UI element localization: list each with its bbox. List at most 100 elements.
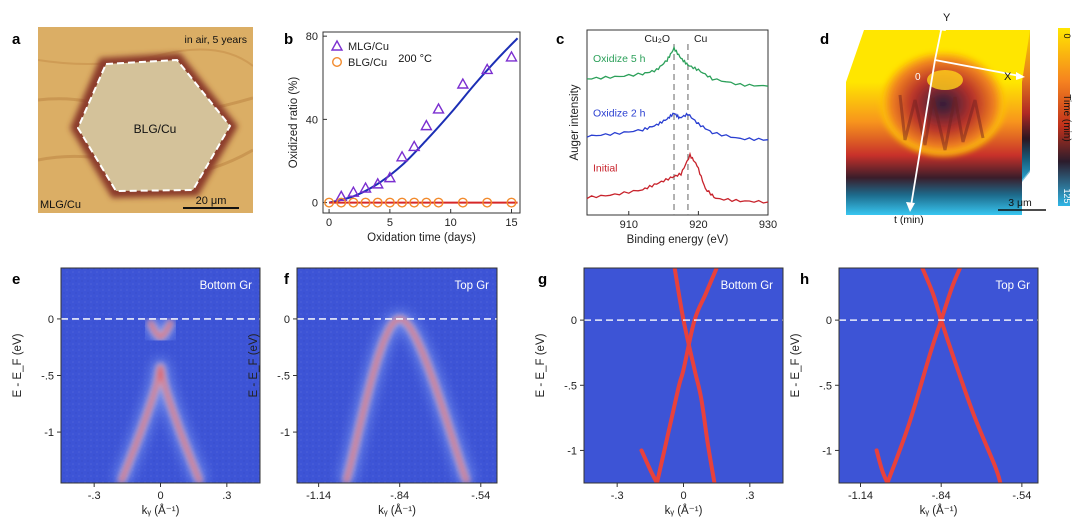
x-axis-label: Oxidation time (days) bbox=[367, 232, 476, 244]
band-line bbox=[920, 268, 1003, 483]
x-tick-label: -.3 bbox=[88, 490, 101, 502]
data-point-mlg bbox=[335, 189, 348, 202]
plot-area bbox=[297, 268, 497, 483]
peak-label: Cu bbox=[694, 33, 708, 45]
curve-label: Oxidize 5 h bbox=[593, 53, 646, 65]
data-point-blg bbox=[372, 197, 383, 208]
panel-letter: e bbox=[12, 271, 20, 288]
x-axis-label: Binding energy (eV) bbox=[627, 234, 729, 246]
data-point-blg bbox=[336, 197, 347, 208]
x-axis-label: kᵧ (Å⁻¹) bbox=[920, 504, 958, 517]
data-point-mlg bbox=[408, 139, 421, 152]
data-point-blg bbox=[506, 197, 517, 208]
y-axis-label: Auger intensity bbox=[569, 84, 581, 160]
data-point-mlg bbox=[420, 119, 433, 131]
colorbar-label: Time (min) bbox=[1061, 94, 1072, 141]
plot-area bbox=[839, 268, 1038, 483]
legend-label: MLG/Cu bbox=[348, 41, 389, 53]
y-tick-label: -.5 bbox=[41, 371, 54, 383]
panel-d: d Y X 0 t (min) 3 μm 0 125 Time (min) bbox=[820, 12, 1072, 226]
t-axis-arrow bbox=[910, 59, 936, 207]
x-tick-label: 15 bbox=[505, 217, 517, 229]
plot-frame bbox=[586, 29, 769, 216]
legend-label: BLG/Cu bbox=[348, 57, 387, 69]
x-tick-label: -.54 bbox=[1012, 490, 1031, 502]
plot-background bbox=[839, 268, 1038, 483]
band-line bbox=[874, 448, 890, 483]
curve-label: Initial bbox=[593, 163, 618, 175]
x-axis-label: kᵧ (Å⁻¹) bbox=[142, 504, 180, 517]
temperature-label: 200 °C bbox=[398, 53, 432, 65]
data-point-mlg bbox=[371, 177, 384, 189]
band-line bbox=[672, 268, 717, 483]
y-axis-label: E - E_F (eV) bbox=[535, 333, 547, 397]
band-line bbox=[118, 364, 203, 483]
x-tick-label: 0 bbox=[680, 490, 686, 502]
data-point-mlg bbox=[395, 150, 409, 162]
colorbar bbox=[1058, 28, 1070, 206]
x-tick-label: -.3 bbox=[611, 490, 624, 502]
panel-letter: b bbox=[284, 31, 293, 48]
y-axis-label: E - E_F (eV) bbox=[12, 333, 24, 397]
spectrum-line bbox=[586, 112, 769, 142]
panel-f: f -1.14 -.84 -.54 0 -.5 -1 kᵧ (Å⁻¹) E - E_F (eV… bbox=[248, 267, 498, 517]
etch-pit bbox=[881, 52, 1005, 156]
band-line bbox=[639, 448, 659, 483]
panel-a-note: in air, 5 years bbox=[185, 34, 247, 46]
chart-b: 0 5 10 15 0 40 80 Oxidation time (days) Oxidized… bbox=[288, 31, 521, 244]
data-point-mlg bbox=[505, 50, 518, 62]
panel-e: e -.3 0 .3 0 -.5 -1 kᵧ (Å⁻¹) E - E_F (eV) Botto… bbox=[12, 267, 261, 517]
colorbar-tick: 125 bbox=[1062, 188, 1072, 203]
y-tick-label: 0 bbox=[284, 314, 290, 326]
y-axis-arrow bbox=[934, 25, 943, 61]
y-tick-label: 0 bbox=[48, 314, 54, 326]
curve-label: Oxidize 2 h bbox=[593, 108, 646, 120]
x-tick-label: 930 bbox=[759, 219, 777, 231]
x-tick-label: -.54 bbox=[471, 490, 490, 502]
x-tick-label: .3 bbox=[222, 490, 231, 502]
panel-c: c 910 920 930 Binding energy (eV) Auger inte… bbox=[556, 29, 777, 246]
panel-letter: d bbox=[820, 31, 829, 48]
y-tick-label: -.5 bbox=[277, 371, 290, 383]
panel-letter: h bbox=[800, 271, 809, 288]
y-tick-label: -1 bbox=[822, 445, 832, 457]
y-tick-label: 0 bbox=[571, 315, 577, 327]
data-point-blg bbox=[324, 197, 335, 208]
plot-frame bbox=[322, 31, 521, 214]
plot-area bbox=[584, 268, 783, 483]
data-point-mlg bbox=[432, 102, 445, 114]
legend-marker-mlg bbox=[330, 39, 344, 51]
band-line bbox=[885, 268, 963, 483]
y-axis-label: E - E_F (eV) bbox=[790, 333, 802, 397]
y-tick-label: -1 bbox=[567, 445, 577, 457]
chart-c: 910 920 930 Binding energy (eV) Auger intens… bbox=[569, 29, 777, 246]
noise-overlay bbox=[297, 268, 497, 483]
data-point-blg bbox=[457, 197, 468, 208]
plot-frame bbox=[838, 267, 1039, 484]
y-tick-label: -.5 bbox=[564, 380, 577, 392]
axis-y-label: Y bbox=[943, 12, 951, 24]
panel-h: h -1.14 -.84 -.54 0 -.5 -1 kᵧ (Å⁻¹) E - E_F (eV… bbox=[790, 267, 1039, 517]
x-axis-label: kᵧ (Å⁻¹) bbox=[665, 504, 703, 517]
x-tick-label: .3 bbox=[745, 490, 754, 502]
data-point-mlg bbox=[383, 171, 397, 183]
x-tick-label: -1.14 bbox=[306, 490, 331, 502]
panel-b: b 0 5 10 15 0 40 80 Oxidation time (days) Oxidiz… bbox=[284, 31, 521, 244]
panel-letter: f bbox=[284, 271, 290, 288]
spectrum-line bbox=[586, 45, 769, 87]
x-tick-label: 10 bbox=[445, 217, 457, 229]
data-point-blg bbox=[482, 197, 493, 208]
data-point-blg bbox=[348, 197, 359, 208]
y-tick-label: -1 bbox=[280, 427, 290, 439]
y-axis-label: Oxidized ratio (%) bbox=[288, 77, 300, 169]
scale-bar-label: 20 μm bbox=[196, 195, 227, 207]
hexagon-interior bbox=[78, 60, 230, 191]
y-tick-label: 40 bbox=[306, 114, 318, 126]
axis-x-label: X bbox=[1004, 71, 1012, 83]
x-tick-label: 0 bbox=[157, 490, 163, 502]
chart-g: -.3 0 .3 0 -.5 -1 kᵧ (Å⁻¹) E - E_F (eV) bbox=[535, 267, 784, 517]
origin-label: 0 bbox=[915, 72, 921, 83]
panel-letter: c bbox=[556, 31, 564, 48]
data-point-blg bbox=[384, 197, 395, 208]
panel-label: Top Gr bbox=[454, 280, 489, 292]
